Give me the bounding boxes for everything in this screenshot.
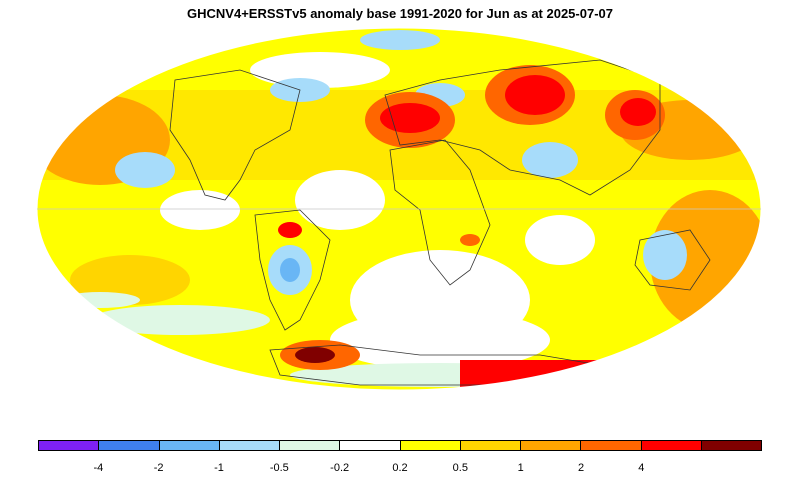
legend-colorbar <box>38 440 762 451</box>
legend-swatch <box>581 441 642 450</box>
legend-swatch <box>460 441 521 450</box>
legend-tick-label: 0.5 <box>452 462 468 474</box>
legend-tick-label: 4 <box>638 462 645 474</box>
legend-tick-label: -4 <box>93 462 104 474</box>
legend-swatch <box>400 441 461 450</box>
legend-swatch <box>641 441 702 450</box>
chart-title: GHCNV4+ERSSTv5 anomaly base 1991-2020 fo… <box>187 6 613 21</box>
legend-tick-label: -0.5 <box>269 462 289 474</box>
continent-outlines <box>169 59 711 386</box>
legend-swatch <box>701 441 761 450</box>
legend-tick-label: -0.2 <box>330 462 350 474</box>
legend-tick-label: -2 <box>153 462 164 474</box>
legend-tick-label: 1 <box>517 462 524 474</box>
legend-swatch <box>219 441 280 450</box>
legend-swatch <box>159 441 220 450</box>
legend-swatch <box>340 441 401 450</box>
legend-tick-label: -1 <box>214 462 224 474</box>
legend-swatch <box>99 441 160 450</box>
legend-swatch <box>521 441 582 450</box>
legend-tick-label: 0.2 <box>392 462 408 474</box>
legend-swatch <box>39 441 100 450</box>
legend-tick-label: 2 <box>577 462 585 474</box>
legend-swatch <box>280 441 341 450</box>
